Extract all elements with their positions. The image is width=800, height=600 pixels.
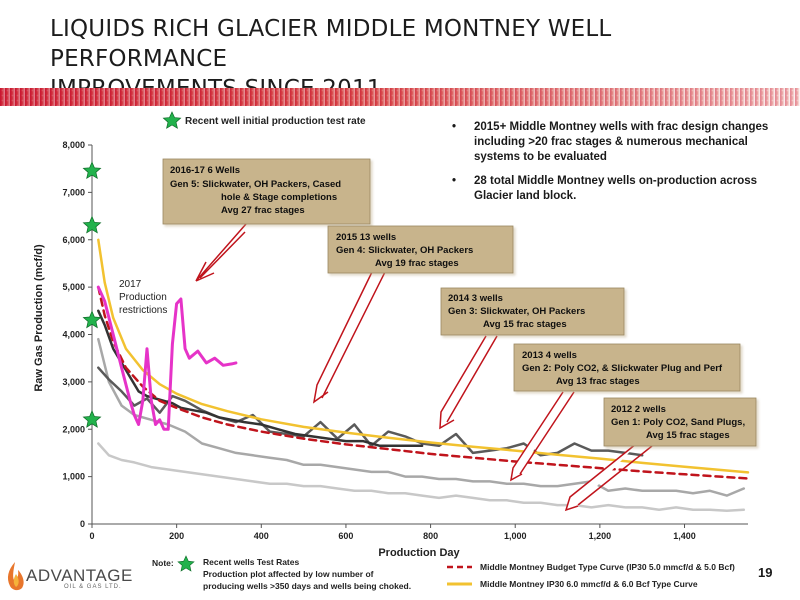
y-tick-label: 7,000 (62, 187, 85, 197)
y-tick-label: 2,000 (62, 424, 85, 434)
y-tick-label: 5,000 (62, 282, 85, 292)
bullet-text: 28 total Middle Montney wells on-product… (474, 175, 758, 202)
header-band (0, 88, 800, 106)
callout-gen1-head: 2012 2 wells (611, 404, 666, 415)
note-block: Note: Recent wells Test Rates Production… (152, 555, 411, 591)
x-tick-label: 800 (423, 531, 438, 541)
note-line: producing wells >350 days and wells bein… (203, 581, 411, 591)
initial-rate-star-icon (82, 310, 102, 329)
x-tick-label: 1,400 (673, 531, 696, 541)
restriction-line: restrictions (119, 305, 167, 316)
callout-gen2-line: Gen 2: Poly CO2, & Slickwater Plug and P… (522, 363, 723, 374)
arrow-gen4 (312, 271, 386, 404)
note-line: Recent wells Test Rates (203, 557, 299, 567)
y-tick-label: 3,000 (62, 377, 85, 387)
initial-rate-star-icon (82, 215, 102, 234)
logo-subtitle: OIL & GAS LTD. (64, 584, 122, 590)
star-icon (177, 555, 195, 572)
note-label: Note: (152, 558, 174, 568)
chart-legend: Middle Montney Budget Type Curve (IP30 5… (447, 562, 735, 589)
y-tick-label: 6,000 (62, 235, 85, 245)
flame-icon (7, 562, 24, 591)
initial-rate-star-icon (82, 409, 102, 428)
callout-gen2: 2013 4 wells Gen 2: Poly CO2, & Slickwat… (513, 343, 741, 392)
callout-gen2-line: Avg 13 frac stages (556, 376, 640, 387)
y-tick-label: 8,000 (62, 140, 85, 150)
callout-gen5-line: Gen 5: Slickwater, OH Packers, Cased (170, 179, 341, 190)
bullet-item: • 28 total Middle Montney wells on-produc… (448, 174, 783, 204)
callout-gen4: 2015 13 wells Gen 4: Slickwater, OH Pack… (327, 225, 514, 274)
bullet-list: • 2015+ Middle Montney wells with frac de… (448, 120, 783, 213)
callout-gen5-head: 2016-17 6 Wells (170, 165, 240, 176)
page-number: 19 (758, 565, 773, 580)
x-tick-label: 1,200 (589, 531, 612, 541)
callout-arrows (195, 223, 653, 512)
bullet-dot-icon: • (452, 175, 457, 187)
callout-gen5: 2016-17 6 Wells Gen 5: Slickwater, OH Pa… (162, 158, 371, 225)
callout-gen1-line: Gen 1: Poly CO2, Sand Plugs, (611, 417, 745, 428)
y-tick-label: 1,000 (62, 472, 85, 482)
series-line-2 (96, 285, 238, 431)
y-tick-label: 0 (80, 519, 85, 529)
arrow-gen2 (510, 391, 575, 482)
x-tick-label: 600 (338, 531, 353, 541)
bullet-text: 2015+ Middle Montney wells with frac des… (474, 121, 769, 163)
legend-ip30-label: Middle Montney IP30 6.0 mmcf/d & 6.0 Bcf… (480, 579, 698, 589)
legend-budget-label: Middle Montney Budget Type Curve (IP30 5… (480, 562, 735, 572)
chart-axes: 0 1,000 2,000 3,000 4,000 5,000 6,000 7,000 8,00… (62, 140, 748, 541)
company-logo: ADVANTAGE OIL & GAS LTD. (4, 558, 164, 598)
arrow-gen3 (439, 335, 498, 430)
note-line: Production plot affected by low number o… (203, 569, 374, 579)
logo-name: ADVANTAGE (26, 566, 133, 585)
callout-gen3-line: Gen 3: Slickwater, OH Packers (448, 306, 585, 317)
callout-gen3-line: Avg 15 frac stages (483, 319, 567, 330)
initial-rate-stars (82, 161, 102, 428)
series-line-6 (97, 442, 746, 512)
x-axis-label: Production Day (378, 547, 460, 559)
restriction-line: 2017 (119, 279, 142, 290)
x-tick-label: 400 (254, 531, 269, 541)
callout-gen2-head: 2013 4 wells (522, 350, 577, 361)
initial-rate-star-icon (82, 161, 102, 180)
bullet-dot-icon: • (452, 121, 457, 133)
callout-gen5-line: Avg 27 frac stages (221, 205, 305, 216)
y-axis-label: Raw Gas Production (mcf/d) (33, 244, 45, 392)
callout-gen1: 2012 2 wells Gen 1: Poly CO2, Sand Plugs… (603, 397, 757, 447)
callout-gen4-head: 2015 13 wells (336, 232, 396, 243)
restriction-annotation: 2017 Production restrictions (119, 279, 167, 316)
x-tick-label: 1,000 (504, 531, 527, 541)
callout-gen5-line: hole & Stage completions (221, 192, 337, 203)
callout-gen4-line: Gen 4: Slickwater, OH Packers (336, 245, 473, 256)
x-tick-label: 0 (89, 531, 94, 541)
restriction-line: Production (119, 292, 167, 303)
callout-gen1-line: Avg 15 frac stages (646, 430, 730, 441)
star-legend-label: Recent well initial production test rate (185, 116, 366, 127)
series-line-3 (97, 309, 424, 448)
title-line-1: LIQUIDS RICH GLACIER MIDDLE MONTNEY WELL… (50, 16, 612, 72)
bullet-item: • 2015+ Middle Montney wells with frac de… (448, 120, 783, 165)
star-legend: Recent well initial production test rate (162, 111, 366, 129)
x-tick-label: 200 (169, 531, 184, 541)
callout-gen3: 2014 3 wells Gen 3: Slickwater, OH Packe… (440, 287, 625, 336)
arrow-gen5 (195, 223, 247, 282)
arrow-gen1 (564, 439, 653, 512)
callout-gen3-head: 2014 3 wells (448, 293, 503, 304)
series-line-5 (97, 337, 746, 497)
star-icon (162, 111, 182, 129)
callout-gen4-line: Avg 19 frac stages (375, 258, 459, 269)
y-tick-label: 4,000 (62, 330, 85, 340)
